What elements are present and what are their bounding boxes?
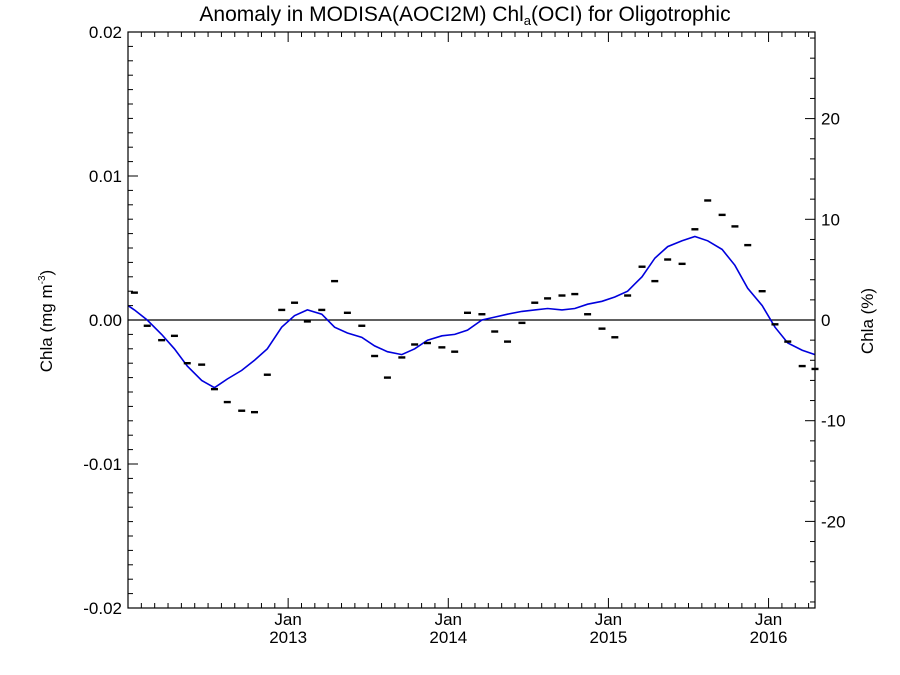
right-tick-label: -20 [821, 512, 846, 531]
chart-axes: 0.020.010.00-0.01-0.0220100-10-20Jan2013… [83, 23, 845, 647]
chart-title-prefix: Anomaly in MODISA(AOCI2M) Chl [199, 3, 524, 26]
x-tick-label-month: Jan [435, 610, 462, 629]
right-tick-label: -10 [821, 412, 846, 431]
right-tick-label: 0 [821, 311, 830, 330]
x-tick-label-year: 2013 [269, 628, 307, 647]
x-tick-label-year: 2016 [750, 628, 788, 647]
left-tick-label: -0.01 [83, 455, 122, 474]
x-tick-label-year: 2015 [590, 628, 628, 647]
left-tick-label: 0.01 [89, 167, 122, 186]
x-tick-label-month: Jan [595, 610, 622, 629]
chart-title-suffix: (OCI) for Oligotrophic [531, 3, 731, 26]
left-tick-label: 0.00 [89, 311, 122, 330]
chart-marks [127, 199, 819, 414]
right-tick-label: 10 [821, 210, 840, 229]
chart-title-subscript: a [523, 13, 532, 28]
x-tick-label-month: Jan [755, 610, 782, 629]
smoothed-anomaly-line [127, 235, 816, 389]
x-tick-label-year: 2014 [429, 628, 467, 647]
chart-title: Anomaly in MODISA(AOCI2M) Chla(OCI) for … [0, 3, 900, 28]
left-tick-label: -0.02 [83, 599, 122, 618]
left-tick-label: 0.02 [89, 23, 122, 42]
x-tick-label-month: Jan [274, 610, 301, 629]
right-tick-label: 20 [821, 110, 840, 129]
